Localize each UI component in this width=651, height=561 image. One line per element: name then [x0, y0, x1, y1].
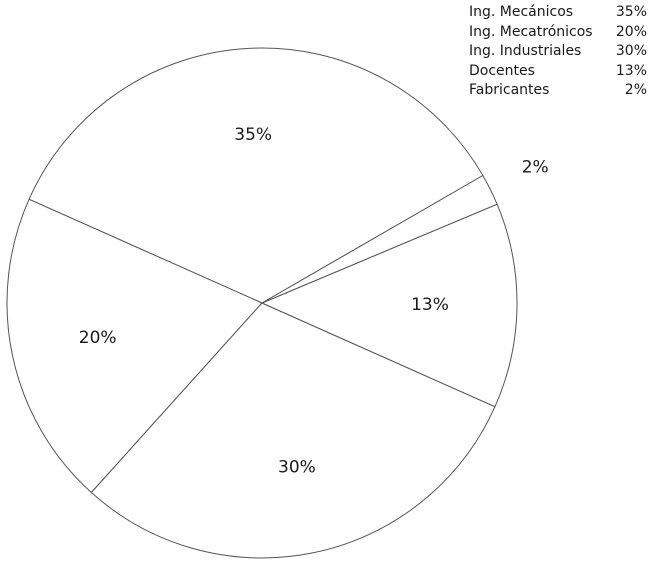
legend-label: Docentes	[469, 62, 535, 79]
legend-label: Fabricantes	[469, 82, 550, 98]
legend-item-ing-mecanicos: Ing. Mecánicos 35%	[469, 3, 647, 23]
pie-slice-docentes	[260, 203, 518, 408]
legend-value: 2%	[624, 82, 647, 98]
legend-item-fabricantes: Fabricantes 2%	[469, 81, 647, 101]
slice-label: 13%	[411, 295, 449, 315]
legend-value: 35%	[615, 4, 647, 20]
legend-label: Ing. Mecatrónicos	[469, 23, 593, 40]
slice-label: 2%	[522, 157, 549, 177]
slice-label: 30%	[278, 457, 316, 477]
slice-label: 20%	[79, 328, 117, 348]
legend-item-docentes: Docentes 13%	[469, 62, 647, 82]
legend-value: 30%	[615, 43, 647, 59]
legend-label: Ing. Mecánicos	[469, 4, 574, 20]
legend-value: 13%	[615, 62, 647, 79]
pie-slice-fabricantes	[261, 174, 498, 304]
legend-item-ing-mecatronicos: Ing. Mecatrónicos 20%	[469, 23, 647, 43]
slice-label: 35%	[234, 125, 272, 145]
pie-slice-ing-mec-nicos	[28, 47, 484, 304]
legend-label: Ing. Industriales	[469, 43, 582, 59]
legend-value: 20%	[615, 23, 647, 40]
pie-slice-ing-industriales	[90, 302, 496, 559]
legend: Ing. Mecánicos 35% Ing. Mecatrónicos 20%…	[469, 3, 647, 101]
pie-slice-ing-mecatr-nicos	[6, 198, 263, 494]
legend-item-ing-industriales: Ing. Industriales 30%	[469, 42, 647, 62]
